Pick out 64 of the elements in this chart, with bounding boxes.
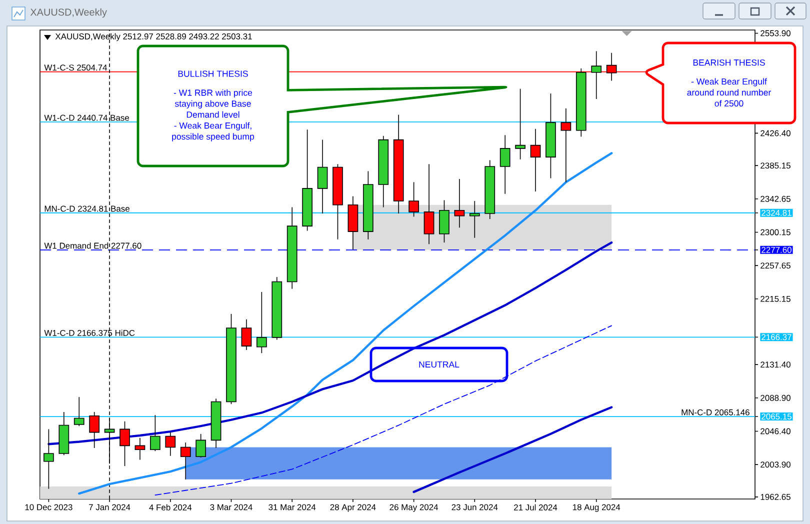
x-tick-label: 10 Dec 2023 — [25, 504, 72, 510]
ref-line-label: W1 Demand End 2277.60 — [44, 242, 142, 249]
annotation: NEUTRAL — [419, 361, 460, 368]
candlestick — [89, 412, 100, 448]
annotation: BEARISH THESIS — [693, 59, 765, 66]
y-tick-label: 2215.15 — [760, 296, 790, 302]
candlestick — [424, 164, 434, 245]
y-tick-label: 2046.40 — [760, 428, 790, 434]
candlestick — [74, 396, 84, 426]
candlestick — [317, 139, 328, 214]
annotation: - Weak Bear Engulf, possible speed bump — [172, 122, 254, 142]
ref-line-label: W1-C-S 2504.74 — [44, 64, 108, 71]
y-tick-label: 2166.37 — [762, 334, 792, 340]
candlestick — [180, 442, 191, 480]
candlestick — [408, 182, 419, 218]
y-tick-label: 2003.90 — [760, 462, 790, 468]
candlestick — [591, 50, 602, 100]
ref-line-label: MN-C-D 2324.81 Base — [44, 206, 130, 212]
y-tick-label: 2300.15 — [760, 229, 790, 236]
x-tick-label: 4 Feb 2024 — [149, 504, 192, 510]
candlestick — [120, 420, 130, 466]
line-series — [412, 406, 613, 494]
chart-title: XAUUSD,Weekly — [30, 8, 107, 18]
ref-line-label: MN-C-D 2065.146 — [682, 409, 750, 416]
x-tick-label: 18 Aug 2024 — [572, 504, 620, 512]
y-tick-label: 2277.60 — [762, 246, 792, 253]
y-tick-label: 2342.65 — [760, 196, 790, 202]
candlestick — [165, 432, 176, 456]
candlestick — [469, 200, 480, 238]
y-tick-label: 2131.40 — [760, 362, 790, 368]
x-tick-label: 23 Jun 2024 — [452, 504, 498, 510]
y-tick-label: 2385.15 — [760, 162, 790, 169]
y-tick-label: 2426.40 — [760, 130, 790, 136]
annotation: BULLISH THESIS — [178, 70, 248, 77]
y-tick-label: 2065.15 — [762, 414, 792, 420]
annotation: - W1 RBR with price staying above Base Demand level — [174, 89, 252, 118]
candlestick — [439, 200, 450, 243]
candlestick — [530, 128, 541, 192]
x-tick-label: 7 Jan 2024 — [89, 504, 130, 510]
ref-line-label: W1-C-D 2440.74 Base — [44, 114, 129, 121]
x-tick-label: 31 Mar 2024 — [268, 504, 316, 510]
candlestick — [44, 428, 54, 490]
x-tick-label: 21 Jul 2024 — [514, 504, 558, 510]
ref-line-label: W1-C-D 2166.375 HiDC — [44, 330, 135, 336]
y-tick-label: 2553.90 — [760, 30, 790, 36]
candlestick — [134, 437, 146, 460]
y-tick-label: 2324.81 — [762, 210, 792, 216]
chart-subtitle: XAUUSD,Weekly 2512.97 2528.89 2493.22 2503.31 — [55, 33, 252, 42]
candlestick — [241, 319, 252, 350]
y-tick-label: 2257.65 — [760, 262, 790, 269]
y-tick-label: 2088.90 — [760, 394, 790, 401]
candlestick — [196, 434, 206, 458]
annotation: - Weak Bear Engulf around round number of 2500 — [687, 78, 772, 107]
line-series — [154, 325, 612, 496]
x-tick-label: 26 May 2024 — [390, 504, 438, 512]
x-tick-label: 28 Apr 2024 — [330, 504, 376, 512]
candlestick — [150, 414, 160, 452]
candlestick — [256, 292, 267, 354]
y-tick-label: 1962.65 — [760, 494, 790, 500]
candlestick — [500, 134, 510, 194]
x-tick-label: 3 Mar 2024 — [210, 504, 252, 510]
candlestick — [560, 108, 572, 183]
candlestick — [515, 88, 526, 160]
candlestick — [454, 178, 465, 228]
